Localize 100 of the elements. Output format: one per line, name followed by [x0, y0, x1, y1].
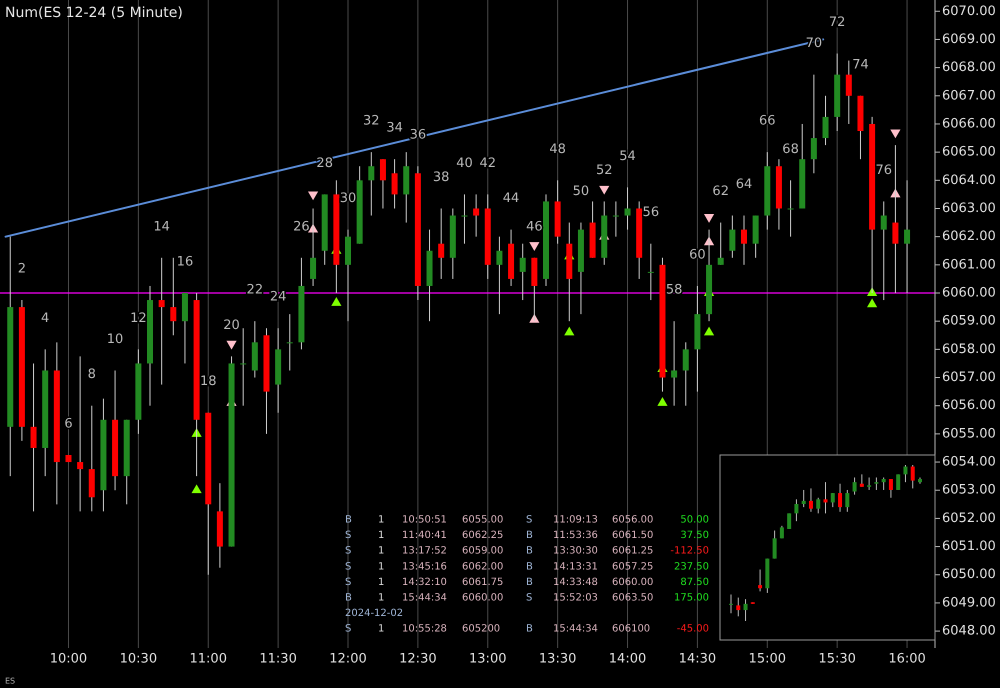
candlestick [671, 320, 678, 406]
annotation: 12 [130, 310, 147, 326]
candlestick [772, 530, 777, 560]
y-tick-label: 6055.00 [942, 426, 996, 442]
y-tick-label: 6053.00 [942, 482, 996, 498]
annotation: 14 [153, 219, 170, 234]
x-tick-label: 10:30 [120, 652, 158, 666]
candlestick [852, 476, 857, 496]
text: S 1 10:55:28 605200 B 15:44:34 606100 -45.00 [345, 624, 709, 635]
text: B 1 15:44:34 6060.00 S 15:52:03 6063.50 175.00 [345, 592, 709, 604]
point [564, 326, 574, 336]
candlestick [882, 476, 886, 490]
text: S 1 13:17:52 6059.00 B 13:30:30 6061.25 -112.50 [345, 546, 709, 557]
y-tick-label: 6052.00 [942, 510, 996, 526]
candlestick [740, 215, 747, 266]
candlestick [736, 597, 740, 617]
annotation: 2 [18, 262, 26, 277]
y-tick-label: 6059.00 [942, 314, 996, 329]
annotation: 8 [88, 367, 96, 382]
text: S 1 11:40:41 6062.25 B 11:53:36 6061.50 37.50 [345, 530, 709, 542]
annotation: 6 [64, 416, 73, 432]
y-tick-label: 6070.00 [942, 4, 996, 19]
candlestick [830, 492, 835, 508]
x-tick-label: 10:00 [50, 652, 88, 666]
x-tick-label: 12:00 [329, 652, 367, 666]
candlestick [787, 512, 792, 530]
annotation: 52 [596, 162, 612, 178]
candlestick [496, 236, 502, 315]
annotation: 74 [852, 57, 869, 72]
annotation: 60 [689, 247, 706, 262]
candlestick [77, 356, 84, 512]
candlestick [874, 476, 878, 490]
x-tick-label: 14:00 [608, 652, 646, 666]
y-tick-label: 6058.00 [942, 342, 996, 357]
candlestick [648, 243, 654, 301]
y-tick-label: 6054.00 [942, 454, 996, 470]
y-tick-label: 6048.00 [942, 624, 996, 639]
candlestick [624, 186, 631, 230]
y-tick-label: 6062.00 [942, 229, 996, 244]
candlestick [846, 60, 852, 124]
candlestick [368, 152, 374, 216]
text: B 1 10:50:51 6055.00 S 11:09:13 6056.00 50.00 [345, 514, 709, 526]
candlestick [758, 569, 762, 592]
annotation: 56 [642, 205, 660, 220]
annotation: 48 [549, 142, 566, 157]
candlestick [794, 498, 798, 522]
candlestick [845, 489, 850, 512]
x-tick-label: 13:00 [469, 652, 506, 666]
annotation: 34 [386, 120, 403, 136]
x-tick-label: 16:00 [888, 652, 926, 666]
text: S 1 13:45:16 6062.00 B 14:13:31 6057.25 237.50 [345, 561, 709, 572]
candlestick [612, 200, 619, 238]
annotation: 2024-12-02 [345, 608, 404, 620]
candlestick [682, 342, 689, 406]
candlestick [30, 362, 37, 512]
candlestick [744, 598, 748, 622]
candlestick [729, 215, 736, 258]
candlestick [158, 257, 165, 386]
annotation: 72 [828, 15, 846, 30]
y-tick-label: 6068.00 [942, 60, 996, 76]
point [331, 296, 342, 306]
x-tick-label: 14:30 [678, 652, 716, 666]
x-tick-label: 15:00 [748, 652, 786, 666]
point [704, 326, 714, 336]
y-tick-label: 6064.00 [942, 172, 996, 188]
candlestick [808, 488, 813, 512]
candlestick [240, 328, 246, 406]
candlestick [780, 525, 784, 539]
candlestick [824, 482, 828, 514]
x-tick-label: 11:00 [190, 652, 227, 666]
y-tick-label: 6061.00 [942, 257, 996, 272]
y-tick-label: 6066.00 [942, 116, 996, 132]
candlestick [170, 257, 176, 336]
annotation: 62 [712, 184, 729, 200]
candlestick [392, 158, 398, 209]
candlestick [729, 594, 733, 614]
x-tick-label: 15:30 [818, 652, 856, 666]
annotation: 4 [41, 310, 50, 326]
candlestick [904, 180, 910, 294]
candlestick [520, 243, 526, 301]
x-tick-label: 13:30 [538, 652, 576, 666]
annotation: 32 [363, 114, 380, 129]
annotation: 28 [316, 156, 333, 171]
candlestick [867, 476, 872, 490]
annotation: 30 [340, 191, 356, 206]
candlestick [880, 200, 887, 301]
y-tick-label: 6060.00 [942, 286, 996, 301]
candlestick [860, 474, 864, 488]
annotation: 16 [176, 254, 194, 270]
y-tick-label: 6067.00 [942, 88, 996, 104]
x-tick-label: 11:30 [259, 652, 297, 666]
annotation: 44 [502, 191, 520, 206]
annotation: 42 [479, 156, 496, 171]
y-tick-label: 6069.00 [942, 32, 996, 47]
annotation: 24 [270, 290, 286, 305]
candlestick [438, 208, 444, 280]
y-tick-label: 6065.00 [942, 144, 996, 160]
candlestick [788, 180, 794, 238]
y-tick-label: 6057.00 [942, 370, 996, 386]
candlestick [888, 478, 893, 498]
